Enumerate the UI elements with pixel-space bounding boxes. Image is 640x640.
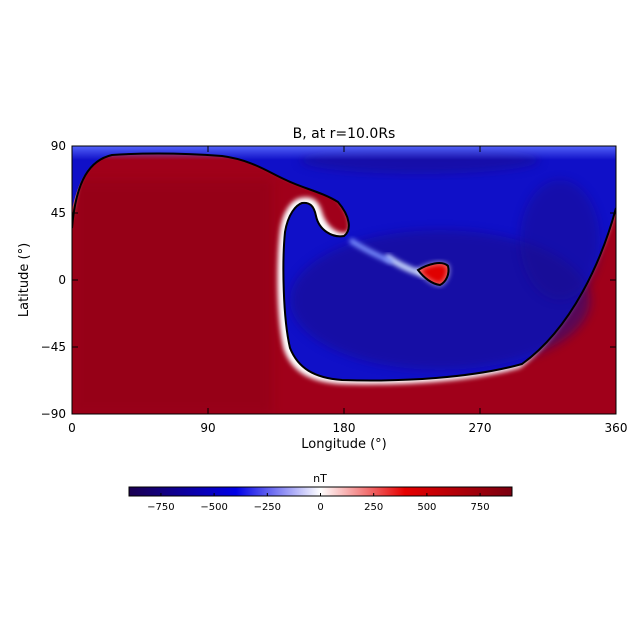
y-tick-label: 45 xyxy=(51,206,66,220)
colorbar-tick-label: 250 xyxy=(364,502,383,513)
colorbar-tick-label: 750 xyxy=(471,502,490,513)
y-tick-label: −45 xyxy=(41,340,66,354)
x-tick-label: 270 xyxy=(469,421,492,435)
colorbar-tick-label: −250 xyxy=(254,502,281,513)
colorbar-tick-label: 500 xyxy=(417,502,436,513)
positive-island xyxy=(418,263,449,285)
zero-contour xyxy=(72,152,616,382)
y-tick-label: 0 xyxy=(58,273,66,287)
x-tick-label: 0 xyxy=(68,421,76,435)
y-axis-label: Latitude (°) xyxy=(17,243,32,317)
colorbar-label: nT xyxy=(313,472,327,485)
y-tick-label: −90 xyxy=(41,407,66,421)
x-tick-label: 90 xyxy=(200,421,215,435)
x-tick-label: 360 xyxy=(605,421,628,435)
y-tick-label: 90 xyxy=(51,139,66,153)
y-axis: 90 45 0 −45 −90 xyxy=(41,139,616,421)
x-tick-label: 180 xyxy=(333,421,356,435)
x-axis-label: Longitude (°) xyxy=(301,437,386,452)
chart-title: B, at r=10.0Rs xyxy=(293,126,396,142)
colorbar-ticks: −750 −500 −250 0 250 500 750 xyxy=(147,493,490,513)
x-axis: 0 90 180 270 360 xyxy=(68,146,627,435)
colorbar-tick-label: 0 xyxy=(317,502,323,513)
colorbar-tick-label: −750 xyxy=(147,502,174,513)
zero-contour-island xyxy=(416,262,450,287)
heatmap-field xyxy=(72,146,616,414)
colorbar-tick-label: −500 xyxy=(200,502,227,513)
